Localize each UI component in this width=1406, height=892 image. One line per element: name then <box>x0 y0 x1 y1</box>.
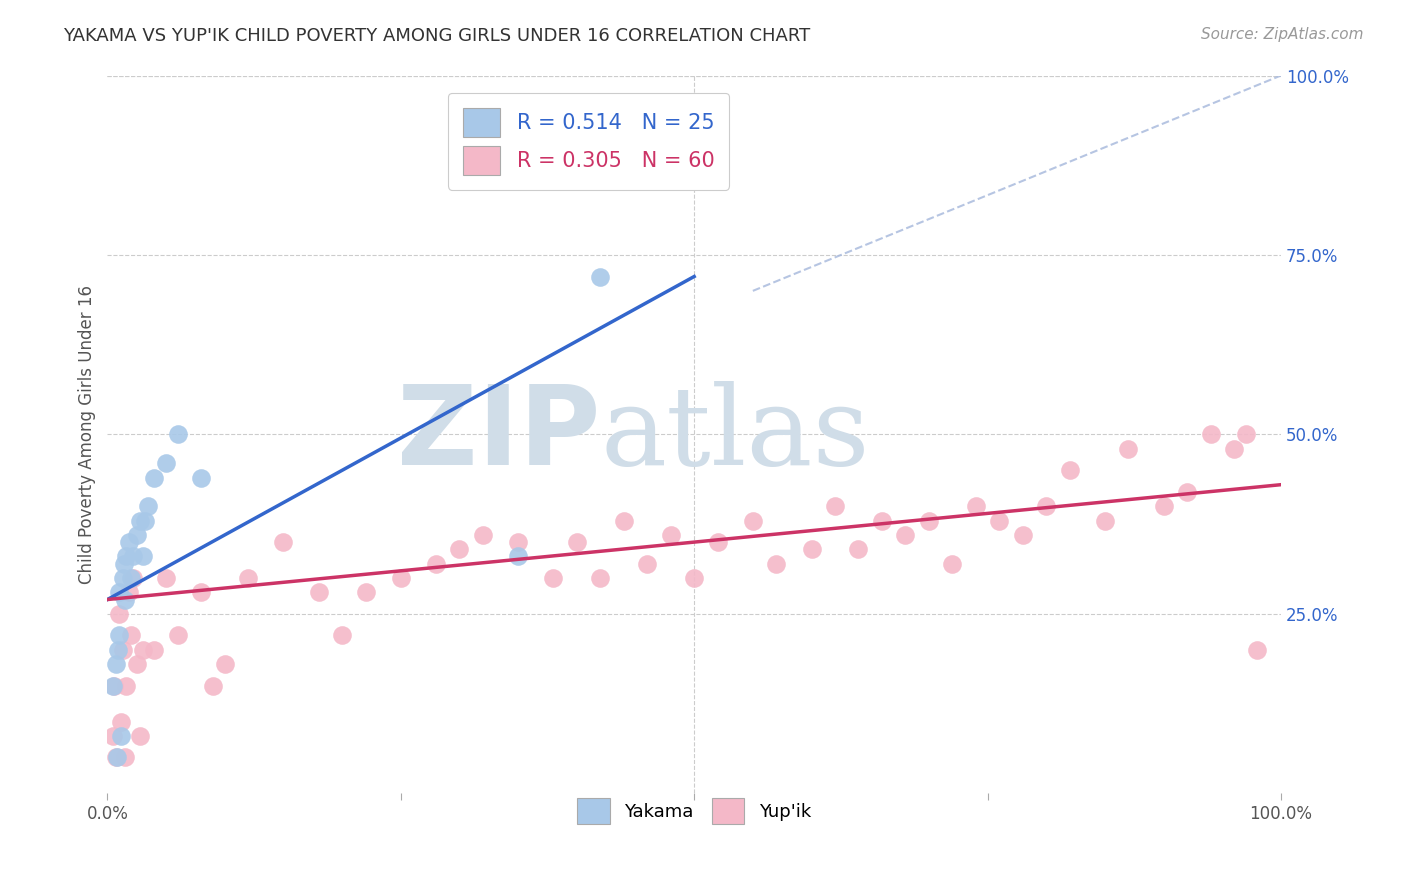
Point <box>114 750 136 764</box>
Point <box>111 571 134 585</box>
Point <box>155 456 177 470</box>
Point <box>354 585 377 599</box>
Point <box>117 585 139 599</box>
Point <box>122 571 145 585</box>
Point <box>112 557 135 571</box>
Point <box>965 500 987 514</box>
Point <box>166 427 188 442</box>
Point <box>166 628 188 642</box>
Text: ZIP: ZIP <box>396 381 600 488</box>
Point <box>138 500 160 514</box>
Point <box>1234 427 1257 442</box>
Point <box>214 657 236 672</box>
Point <box>120 571 142 585</box>
Point <box>108 628 131 642</box>
Point <box>613 514 636 528</box>
Point <box>988 514 1011 528</box>
Point <box>659 528 682 542</box>
Point <box>125 528 148 542</box>
Point <box>425 557 447 571</box>
Point <box>120 628 142 642</box>
Legend: Yakama, Yup'ik: Yakama, Yup'ik <box>567 788 821 835</box>
Point <box>1223 442 1246 456</box>
Point <box>543 571 565 585</box>
Point <box>636 557 658 571</box>
Point <box>824 500 846 514</box>
Point <box>471 528 494 542</box>
Point <box>155 571 177 585</box>
Point <box>565 535 588 549</box>
Point <box>238 571 260 585</box>
Point <box>115 549 138 564</box>
Point <box>1246 642 1268 657</box>
Point <box>103 729 125 743</box>
Point <box>1011 528 1033 542</box>
Point <box>308 585 330 599</box>
Point <box>103 679 125 693</box>
Point <box>800 542 823 557</box>
Point <box>104 750 127 764</box>
Point <box>1118 442 1140 456</box>
Point <box>190 470 212 484</box>
Point <box>941 557 963 571</box>
Point <box>129 514 152 528</box>
Point <box>107 642 129 657</box>
Point <box>134 514 156 528</box>
Point <box>765 557 787 571</box>
Point <box>1175 484 1198 499</box>
Point <box>1199 427 1222 442</box>
Point <box>190 585 212 599</box>
Text: atlas: atlas <box>600 381 870 488</box>
Point <box>122 549 145 564</box>
Point <box>125 657 148 672</box>
Point <box>273 535 295 549</box>
Point <box>108 607 131 621</box>
Point <box>143 642 166 657</box>
Point <box>508 549 530 564</box>
Point <box>143 470 166 484</box>
Point <box>129 729 152 743</box>
Point <box>111 642 134 657</box>
Point <box>114 592 136 607</box>
Point <box>115 679 138 693</box>
Text: YAKAMA VS YUP'IK CHILD POVERTY AMONG GIRLS UNDER 16 CORRELATION CHART: YAKAMA VS YUP'IK CHILD POVERTY AMONG GIR… <box>63 27 810 45</box>
Point <box>103 679 125 693</box>
Point <box>1153 500 1175 514</box>
Point <box>848 542 870 557</box>
Text: Source: ZipAtlas.com: Source: ZipAtlas.com <box>1201 27 1364 42</box>
Point <box>201 679 224 693</box>
Y-axis label: Child Poverty Among Girls Under 16: Child Poverty Among Girls Under 16 <box>79 285 96 584</box>
Point <box>105 750 128 764</box>
Point <box>589 269 612 284</box>
Point <box>589 571 612 585</box>
Point <box>108 585 131 599</box>
Point <box>131 549 153 564</box>
Point <box>110 714 132 729</box>
Point <box>389 571 412 585</box>
Point <box>894 528 917 542</box>
Point <box>104 657 127 672</box>
Point <box>508 535 530 549</box>
Point <box>1059 463 1081 477</box>
Point <box>330 628 353 642</box>
Point <box>706 535 728 549</box>
Point <box>117 535 139 549</box>
Point <box>110 729 132 743</box>
Point <box>870 514 893 528</box>
Point <box>1094 514 1116 528</box>
Point <box>741 514 763 528</box>
Point <box>1035 500 1057 514</box>
Point <box>449 542 471 557</box>
Point <box>918 514 941 528</box>
Point <box>683 571 706 585</box>
Point <box>131 642 153 657</box>
